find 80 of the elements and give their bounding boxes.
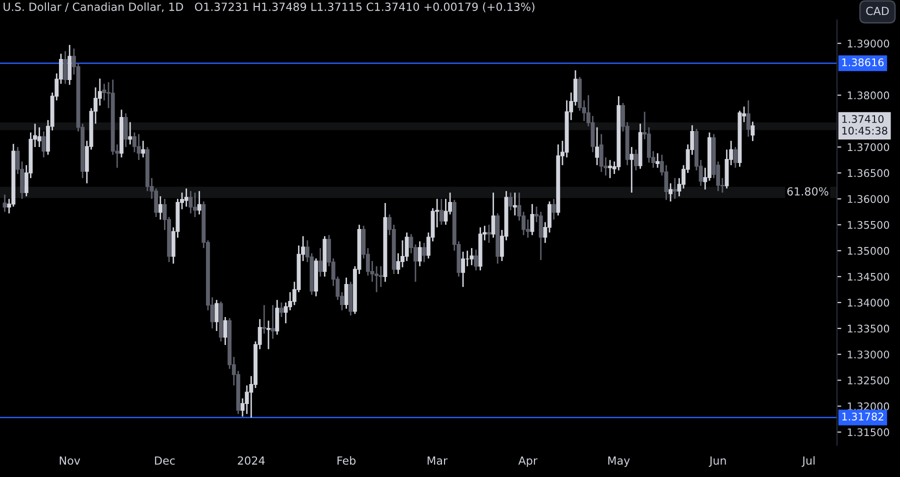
candlestick xyxy=(491,192,496,238)
candlestick xyxy=(63,50,68,84)
y-tick-label: 1.34000 xyxy=(848,298,890,307)
y-tick-label: 1.32000 xyxy=(848,402,890,410)
candlestick xyxy=(512,192,517,216)
candlestick xyxy=(184,188,188,208)
candlestick xyxy=(188,190,193,214)
candlestick xyxy=(214,299,219,332)
y-tick-label: 1.33500 xyxy=(848,324,890,333)
candlestick xyxy=(733,146,738,168)
candlestick xyxy=(279,302,284,318)
ref-line-label: 1.38616 xyxy=(842,58,884,66)
candlestick xyxy=(656,152,660,168)
band-label: 61.80% xyxy=(787,187,828,196)
candlestick xyxy=(418,240,422,267)
y-tick-label: 1.36500 xyxy=(848,169,890,178)
candlestick xyxy=(439,198,444,226)
candlestick xyxy=(266,320,270,350)
candlestick xyxy=(102,83,106,102)
y-tick-label: 1.34500 xyxy=(848,272,890,281)
chart-title: U.S. Dollar / Canadian Dollar, 1D O1.37231 H1.37489 L1.37115 C1.37410 +0.00179 (+0.13%) xyxy=(4,2,534,12)
candlestick xyxy=(2,194,7,212)
x-tick-label: May xyxy=(608,456,630,467)
candlestick xyxy=(634,148,638,172)
y-tick-label: 1.35500 xyxy=(848,220,890,229)
y-tick-label: 1.37000 xyxy=(848,143,890,152)
candlestick xyxy=(461,251,466,288)
candlestick xyxy=(552,198,556,220)
candlestick xyxy=(422,242,426,263)
x-tick-label: Apr xyxy=(518,456,538,467)
y-tick-label: 1.33000 xyxy=(848,350,890,358)
candlestick xyxy=(284,302,288,324)
candlestick xyxy=(158,196,162,220)
candlestick xyxy=(486,224,491,244)
candlestick xyxy=(68,44,72,86)
candlestick xyxy=(590,115,595,153)
candlestick xyxy=(344,276,348,310)
x-tick-label: Feb xyxy=(338,456,356,465)
x-tick-label: Dec xyxy=(155,456,175,465)
candlestick xyxy=(128,121,132,146)
candlestick xyxy=(378,266,383,288)
candlestick xyxy=(474,248,478,272)
candlestick xyxy=(508,192,513,211)
y-tick-label: 1.38000 xyxy=(848,91,890,100)
candlestick xyxy=(750,120,755,142)
y-tick-label: 1.35000 xyxy=(848,246,890,255)
x-tick-label: Jul xyxy=(802,456,815,467)
x-tick-label: 2024 xyxy=(238,456,265,465)
candlestick xyxy=(595,126,600,166)
candlestick xyxy=(270,304,275,340)
candlestick xyxy=(318,247,322,278)
candlestick xyxy=(42,130,46,158)
ref-line-label: 1.31782 xyxy=(842,412,884,420)
candlestick xyxy=(197,190,202,216)
y-tick-label: 1.39000 xyxy=(848,40,890,48)
candlestick xyxy=(37,126,42,148)
candlestick xyxy=(668,182,673,202)
candlestick xyxy=(275,299,280,336)
candlestick xyxy=(262,304,266,334)
candlestick xyxy=(396,252,400,275)
y-tick-label: 1.32500 xyxy=(848,376,890,384)
candlestick xyxy=(746,100,750,138)
y-tick-label: 1.36000 xyxy=(848,195,890,203)
x-tick-label: Jun xyxy=(708,456,726,467)
x-tick-label: Nov xyxy=(60,456,80,465)
text: 1.37410 10:45:38 xyxy=(842,115,888,135)
x-tick-label: Mar xyxy=(428,456,448,465)
candlestick xyxy=(538,211,543,261)
candlestick xyxy=(470,247,474,266)
candlestick xyxy=(124,112,128,148)
candlestick xyxy=(672,177,677,200)
candlestick xyxy=(404,232,409,262)
candlestick xyxy=(223,316,228,346)
y-tick-label: 1.31500 xyxy=(848,428,890,436)
candlestick xyxy=(599,133,604,173)
text: CAD xyxy=(866,6,889,16)
candlestick xyxy=(141,140,146,158)
candlestick xyxy=(630,146,634,194)
candlestick xyxy=(136,133,141,161)
candlestick xyxy=(530,203,534,236)
